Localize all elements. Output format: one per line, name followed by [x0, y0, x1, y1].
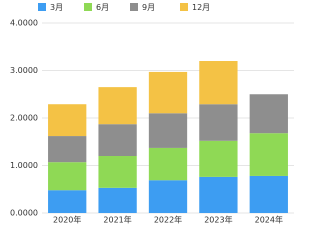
legend-label: 6月	[96, 3, 109, 12]
bar-segment	[148, 71, 188, 114]
legend-swatch	[38, 3, 46, 11]
y-tick-label: 0.0000	[10, 209, 38, 218]
bar-segment	[199, 104, 238, 141]
bar-segment	[48, 136, 87, 163]
legend-swatch	[130, 3, 138, 11]
legend-swatch	[180, 3, 188, 11]
bar-segment	[199, 140, 238, 177]
bar-segment	[199, 176, 238, 213]
bar-segment	[48, 162, 87, 191]
y-tick-label: 1.0000	[10, 161, 38, 170]
x-tick-label: 2024年	[255, 215, 283, 225]
legend-label: 3月	[50, 3, 63, 12]
y-tick-label: 3.0000	[10, 66, 38, 75]
bar-segment	[148, 180, 188, 213]
chart: 0.0000 1.0000 2.0000 3.0000 4.0000 3月 6月 9月 12月 2…	[10, 3, 294, 225]
bar-segment	[48, 190, 87, 213]
legend-label: 12月	[192, 3, 210, 12]
x-tick-label: 2023年	[204, 215, 232, 225]
bar-segment	[98, 124, 137, 156]
y-tick-label: 2.0000	[10, 114, 38, 123]
legend-swatch	[84, 3, 92, 11]
bar-segment	[148, 147, 188, 181]
x-tick-label: 2021年	[103, 215, 131, 225]
bar-segment	[249, 175, 288, 213]
x-tick-label: 2022年	[154, 215, 182, 225]
bar-segment	[98, 87, 137, 125]
x-tick-label: 2020年	[53, 215, 81, 225]
bar-segment	[98, 187, 137, 213]
bar-segment	[199, 61, 238, 105]
y-tick-label: 4.0000	[10, 19, 38, 28]
bar-segment	[98, 156, 137, 188]
bar-segment	[48, 104, 87, 137]
legend-label: 9月	[142, 3, 155, 12]
bar-segment	[249, 133, 288, 176]
bar-segment	[249, 94, 288, 134]
bar-segment	[148, 113, 188, 148]
